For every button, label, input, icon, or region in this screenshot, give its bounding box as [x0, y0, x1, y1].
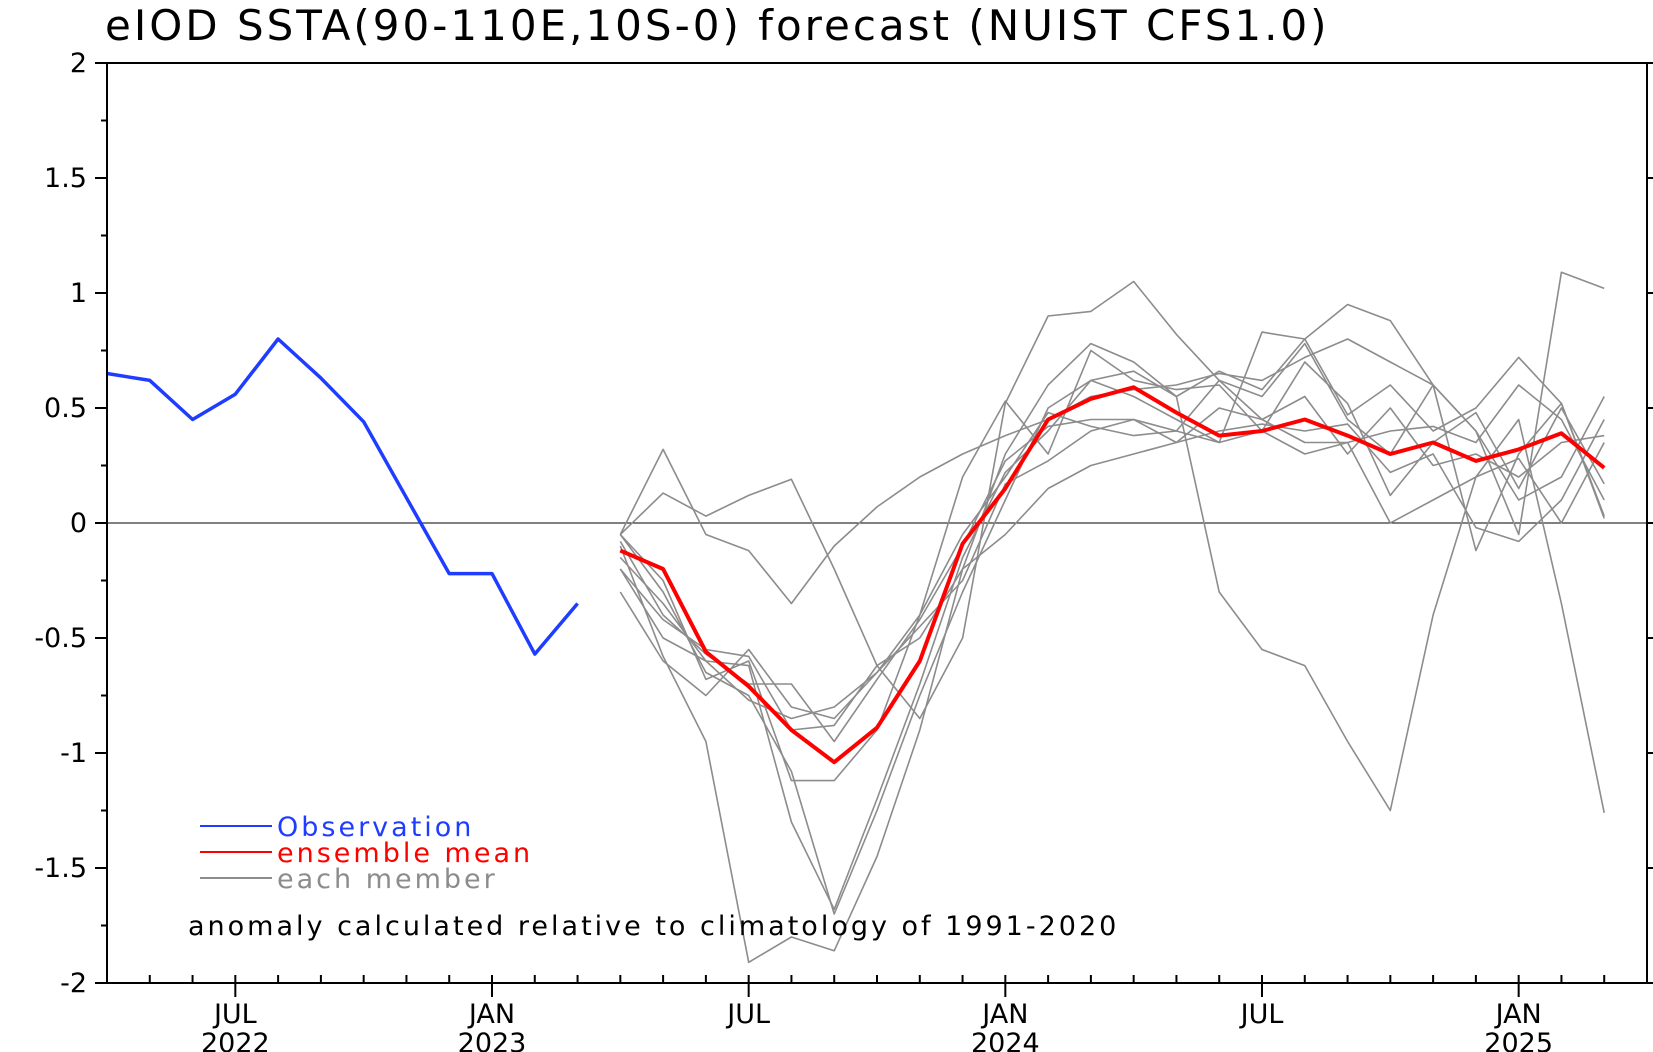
- observation-line: [106, 337, 579, 656]
- member-line-7: [619, 379, 1605, 743]
- x-tick-year-label: 2024: [971, 1028, 1040, 1052]
- y-tick-label: 2: [70, 48, 87, 79]
- y-tick-label: -1: [60, 738, 87, 769]
- x-tick-label: JAN: [980, 999, 1028, 1030]
- legend-label-observation: Observation: [277, 812, 474, 843]
- legend-label-each-member: each member: [277, 864, 498, 895]
- climatology-note: anomaly calculated relative to climatolo…: [188, 911, 1119, 942]
- member-line-6: [619, 349, 1605, 782]
- member-line-10: [619, 419, 1605, 731]
- y-tick-label: -0.5: [34, 623, 87, 654]
- member-line-9: [619, 384, 1605, 720]
- x-tick-label: JUL: [725, 999, 770, 1030]
- y-tick-label: 0: [70, 508, 87, 539]
- chart-title: eIOD SSTA(90-110E,10S-0) forecast (NUIST…: [105, 1, 1330, 50]
- y-tick-label: 0.5: [44, 393, 87, 424]
- x-tick-label: JAN: [467, 999, 515, 1030]
- y-tick-label: 1: [70, 278, 87, 309]
- y-tick-label: 1.5: [44, 163, 87, 194]
- y-tick-label: -1.5: [34, 853, 87, 884]
- legend-label-ensemble-mean: ensemble mean: [277, 838, 533, 869]
- x-tick-label: JUL: [1239, 999, 1284, 1030]
- x-tick-year-label: 2025: [1484, 1028, 1553, 1052]
- observation-line-group: [106, 337, 579, 656]
- x-tick-label: JUL: [212, 999, 257, 1030]
- ensemble-mean-line-group: [619, 385, 1606, 765]
- member-line-2: [619, 271, 1605, 720]
- x-tick-year-label: 2023: [458, 1028, 527, 1052]
- member-line-3: [619, 303, 1605, 964]
- member-line-1: [619, 338, 1605, 605]
- member-lines-group: [619, 271, 1605, 964]
- ensemble-mean-line: [619, 385, 1606, 765]
- legend: Observation ensemble mean each member: [200, 812, 533, 895]
- member-line-5: [619, 331, 1605, 911]
- y-tick-label: -2: [60, 968, 87, 999]
- x-tick-year-label: 2022: [201, 1028, 270, 1052]
- x-tick-label: JAN: [1494, 999, 1542, 1030]
- member-line-8: [619, 407, 1605, 720]
